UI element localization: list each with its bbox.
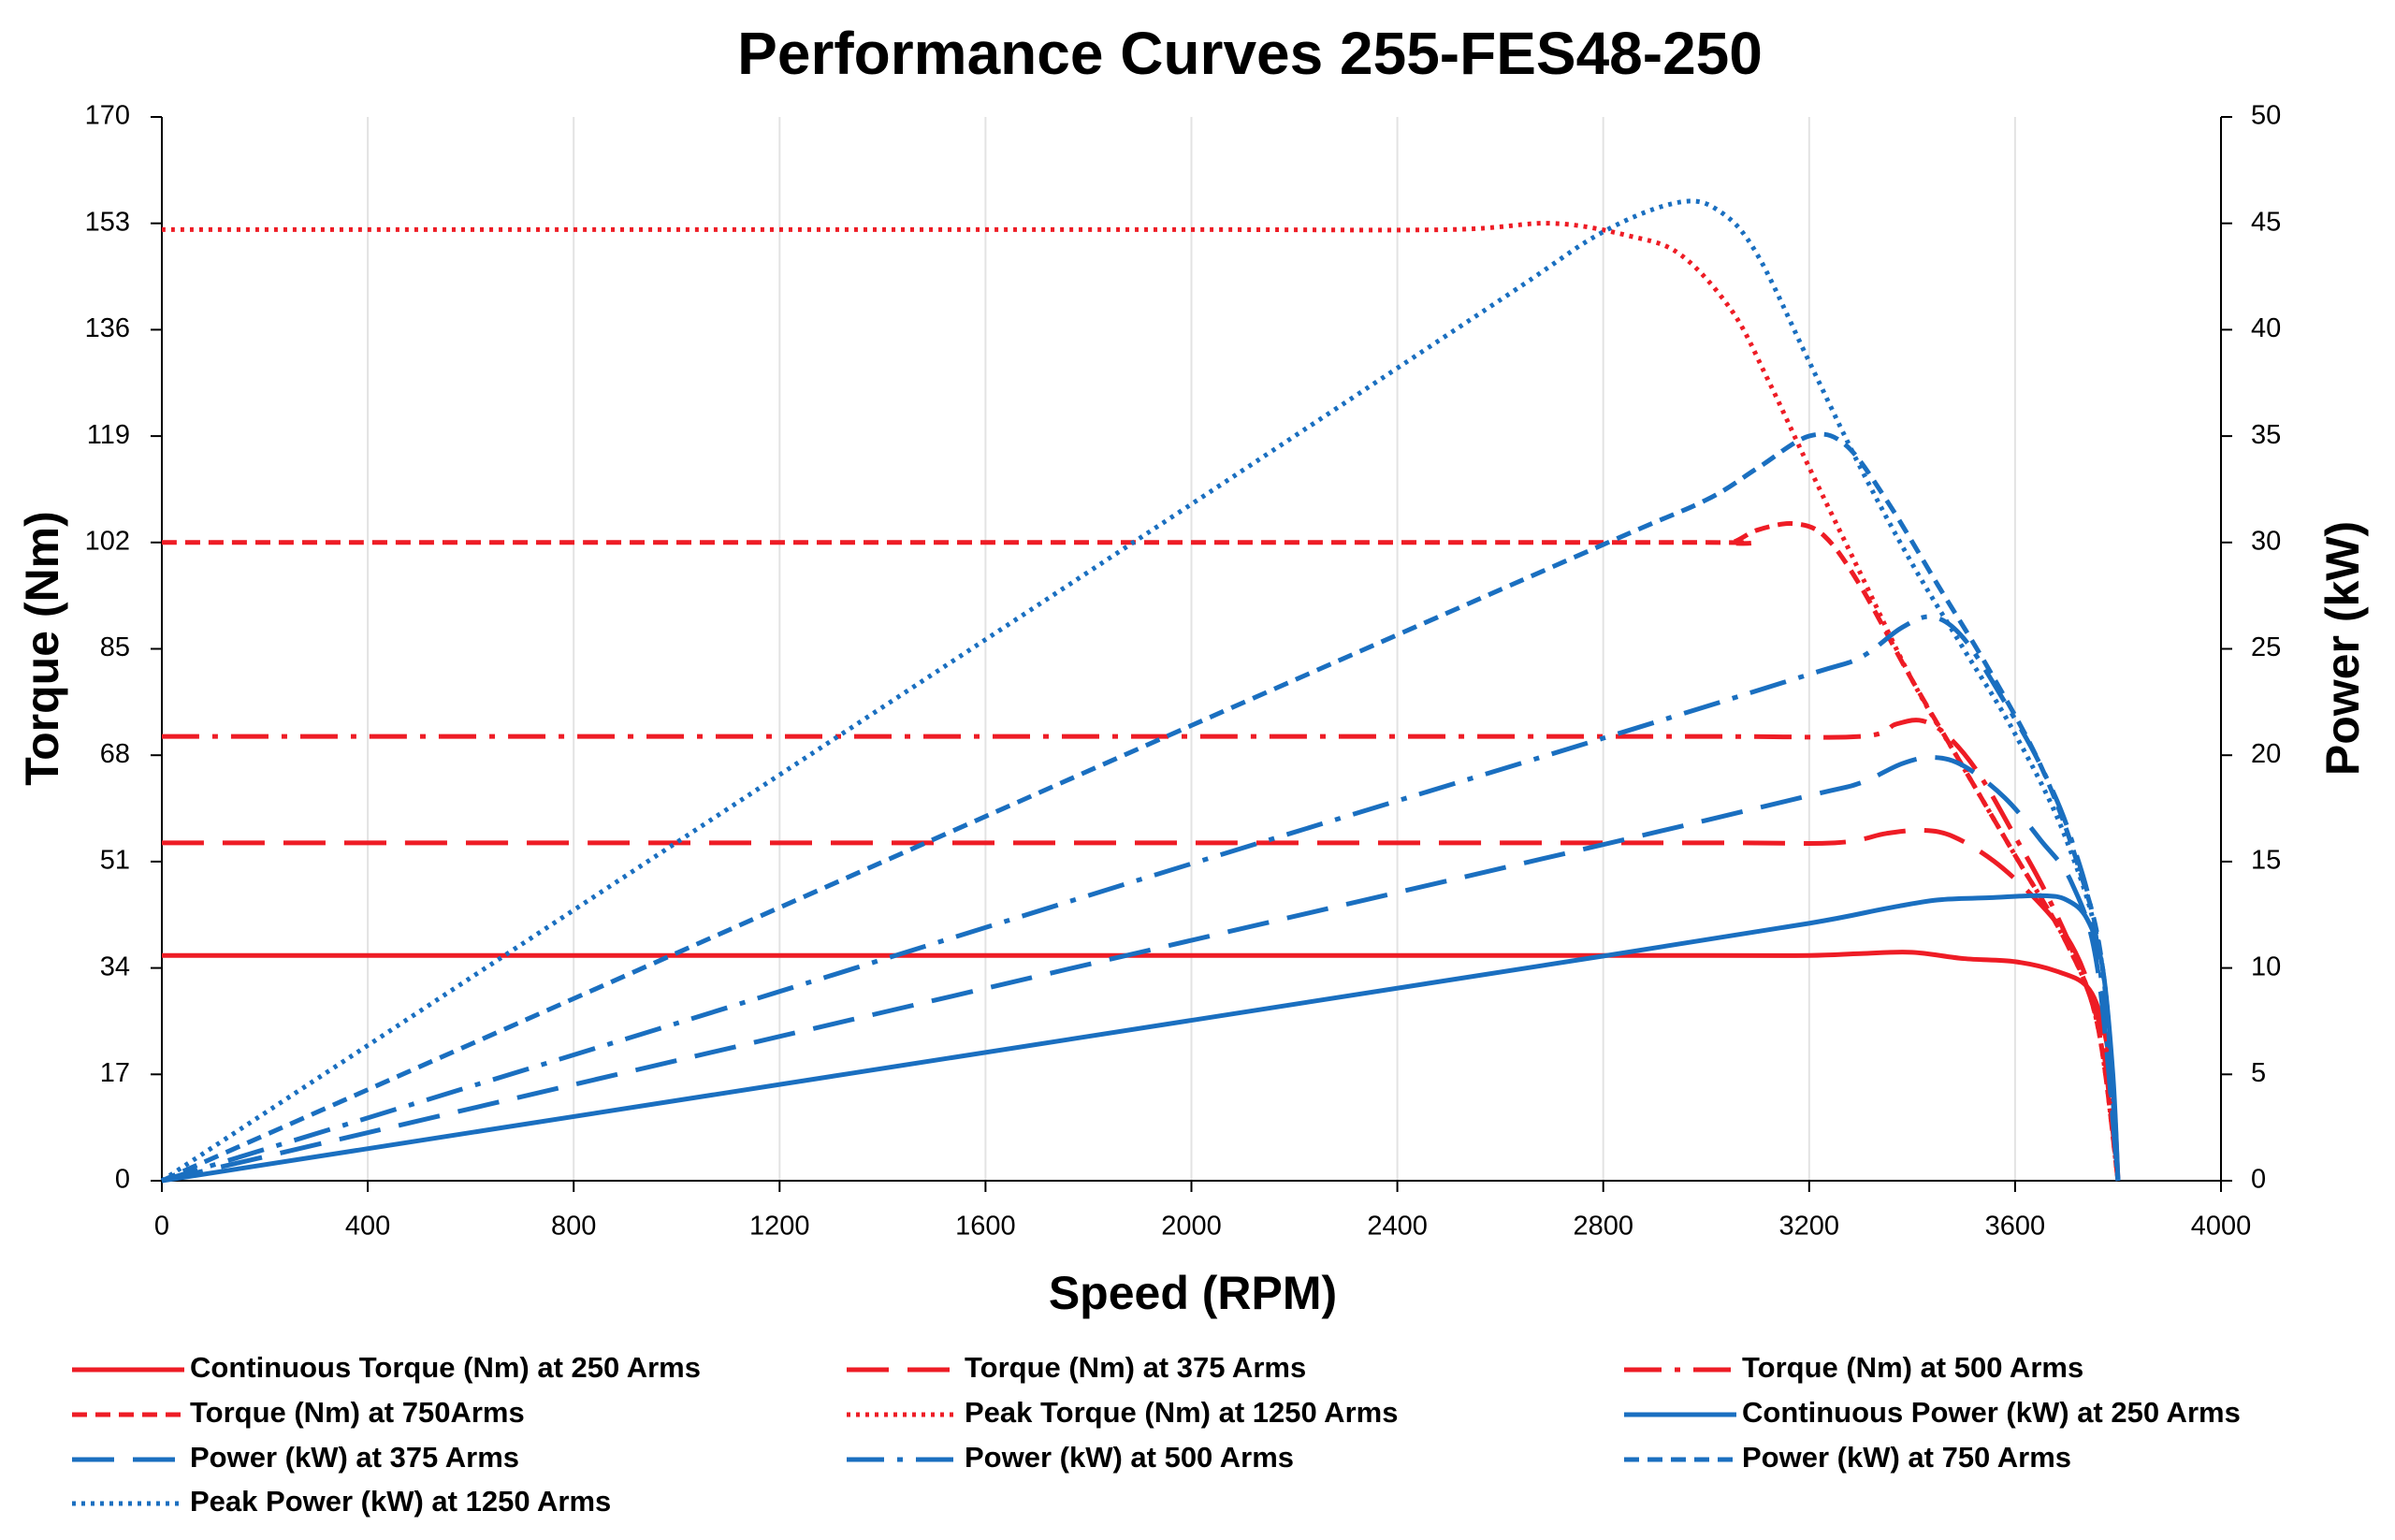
y-tick-label: 51 [100, 846, 130, 876]
y-tick-label: 153 [85, 207, 130, 237]
x-tick-label: 2000 [1161, 1212, 1222, 1242]
x-tick-label: 4000 [2191, 1212, 2252, 1242]
y-axis-label: Torque (Nm) [16, 511, 68, 785]
x-tick-label: 800 [551, 1212, 596, 1242]
line-series [161, 614, 2121, 1184]
legend-label: Peak Power (kW) at 1250 Arms [190, 1485, 611, 1518]
y-tick-label: 85 [100, 632, 130, 662]
legend-label: Torque (Nm) at 375 Arms [965, 1351, 1306, 1384]
y2-tick-label: 30 [2251, 526, 2281, 556]
line-series [162, 950, 2121, 1182]
x-axis-label: Speed (RPM) [1049, 1267, 1337, 1319]
legend-label: Continuous Torque (Nm) at 250 Arms [190, 1351, 701, 1384]
y2-tick-label: 20 [2251, 739, 2281, 769]
y2-tick-label: 45 [2251, 207, 2281, 237]
x-tick-label: 1600 [955, 1212, 1016, 1242]
legend-label: Continuous Power (kW) at 250 Arms [1742, 1396, 2241, 1429]
x-tick-label: 0 [154, 1212, 169, 1242]
y2-tick-label: 10 [2251, 952, 2281, 981]
y-tick-label: 170 [85, 101, 130, 131]
line-series [160, 198, 2121, 1184]
y2-tick-label: 50 [2251, 101, 2281, 131]
y-tick-label: 17 [100, 1058, 130, 1088]
x-tick-label: 1200 [749, 1212, 810, 1242]
legend-label: Torque (Nm) at 500 Arms [1742, 1351, 2083, 1384]
y2-tick-label: 0 [2251, 1165, 2266, 1195]
y-tick-label: 0 [115, 1165, 130, 1195]
legend-label: Power (kW) at 375 Arms [190, 1441, 519, 1474]
y-tick-label: 102 [85, 526, 130, 556]
y2-tick-label: 35 [2251, 420, 2281, 450]
x-tick-label: 400 [345, 1212, 390, 1242]
y2-axis-label: Power (kW) [2316, 521, 2369, 776]
legend-label: Peak Torque (Nm) at 1250 Arms [965, 1396, 1398, 1429]
line-series [161, 521, 2121, 1182]
y-tick-label: 136 [85, 313, 130, 343]
line-series [162, 221, 2121, 1182]
legend-label: Power (kW) at 750 Arms [1742, 1441, 2071, 1474]
legend-label: Power (kW) at 500 Arms [965, 1441, 1294, 1474]
y-tick-label: 68 [100, 739, 130, 769]
x-tick-label: 2800 [1573, 1212, 1633, 1242]
legend-label: Torque (Nm) at 750Arms [190, 1396, 525, 1429]
line-series [162, 827, 2121, 1182]
y2-tick-label: 25 [2251, 632, 2281, 662]
line-series [161, 893, 2121, 1184]
chart-title: Performance Curves 255-FES48-250 [737, 20, 1763, 87]
x-tick-label: 3200 [1779, 1212, 1840, 1242]
line-series [162, 718, 2121, 1182]
y-tick-label: 119 [87, 420, 130, 450]
y2-tick-label: 15 [2251, 846, 2281, 876]
line-series [161, 754, 2121, 1184]
y2-tick-label: 40 [2251, 313, 2281, 343]
y-tick-label: 34 [100, 952, 130, 981]
line-series [160, 431, 2121, 1184]
x-tick-label: 3600 [1985, 1212, 2046, 1242]
x-tick-label: 2400 [1367, 1212, 1428, 1242]
y2-tick-label: 5 [2251, 1058, 2266, 1088]
